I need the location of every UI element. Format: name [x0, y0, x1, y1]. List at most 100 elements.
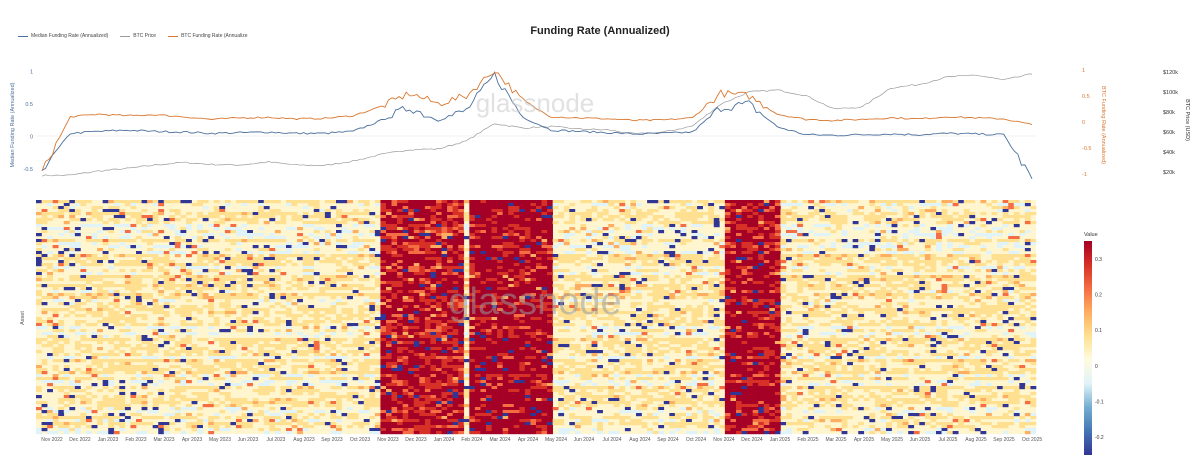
heatmap-cell: [563, 290, 570, 294]
heatmap-cell: [519, 293, 526, 297]
heatmap-cell: [152, 254, 159, 258]
heatmap-cell: [774, 209, 781, 213]
heatmap-cell: [113, 317, 120, 321]
heatmap-cell: [791, 266, 798, 270]
heatmap-cell: [308, 269, 315, 273]
heatmap-cell: [519, 272, 526, 276]
heatmap-cell: [147, 263, 153, 267]
heatmap-cell: [630, 251, 637, 255]
heatmap-cell: [424, 215, 431, 219]
heatmap-cell: [841, 215, 848, 219]
heatmap-cell: [102, 281, 109, 285]
heatmap-cell: [347, 308, 353, 312]
legend-item-btc-funding[interactable]: BTC Funding Rate (Annualize: [168, 33, 248, 39]
heatmap-cell: [647, 233, 653, 237]
heatmap-cell: [808, 311, 815, 315]
heatmap-cell: [319, 308, 326, 312]
heatmap-cell: [869, 230, 876, 234]
heatmap-cell: [847, 209, 853, 213]
heatmap-cell: [519, 317, 526, 321]
heatmap-cell: [191, 278, 198, 282]
heatmap-cell: [1008, 203, 1015, 207]
heatmap-cell: [602, 275, 609, 279]
heatmap-cell: [763, 248, 770, 252]
heatmap-cell: [747, 224, 753, 228]
heatmap-cell: [541, 278, 548, 282]
heatmap-cell: [919, 200, 926, 204]
heatmap-cell: [486, 224, 492, 228]
heatmap-cell: [986, 233, 992, 237]
legend-item-btc-price[interactable]: BTC Price: [120, 33, 156, 39]
heatmap-cell: [280, 236, 287, 240]
heatmap-cell: [602, 212, 609, 216]
heatmap-cell: [874, 293, 881, 297]
heatmap-cell: [558, 257, 565, 261]
heatmap-cell: [430, 317, 437, 321]
heatmap-cell: [1030, 317, 1037, 321]
heatmap-cell: [519, 209, 526, 213]
heatmap-cell: [580, 272, 587, 276]
heatmap-cell: [908, 218, 915, 222]
heatmap-cell: [258, 260, 265, 264]
heatmap-cell: [502, 209, 509, 213]
heatmap-cell: [791, 254, 798, 258]
heatmap-cell: [286, 254, 292, 258]
heatmap-cell: [458, 203, 465, 207]
heatmap-cell: [924, 287, 931, 291]
heatmap-cell: [369, 275, 376, 279]
heatmap-cell: [530, 269, 537, 273]
heatmap-cell: [141, 209, 148, 213]
heatmap-cell: [469, 221, 476, 225]
heatmap-cell: [441, 227, 448, 231]
heatmap-cell: [813, 305, 820, 309]
heatmap-cell: [413, 200, 420, 204]
heatmap-cell: [763, 308, 770, 312]
heatmap-cell: [730, 302, 737, 306]
heatmap-cell: [502, 227, 509, 231]
heatmap-cell: [836, 305, 842, 309]
heatmap-cell: [719, 206, 726, 210]
heatmap-cell: [747, 317, 753, 321]
heatmap-cell: [508, 305, 515, 309]
heatmap-cell: [430, 293, 437, 297]
heatmap-cell: [491, 224, 498, 228]
heatmap-cell: [886, 251, 892, 255]
heatmap-cell: [941, 278, 948, 282]
heatmap-cell: [436, 290, 442, 294]
heatmap-cell: [274, 251, 281, 255]
heatmap-cell: [491, 311, 498, 315]
heatmap-cell: [241, 284, 248, 288]
heatmap-cell: [280, 239, 287, 243]
heatmap-cell: [519, 278, 526, 282]
heatmap-cell: [608, 200, 615, 204]
heatmap-cell: [563, 296, 570, 300]
heatmap-cell: [180, 266, 187, 270]
heatmap-cell: [730, 206, 737, 210]
heatmap-cell: [174, 263, 181, 267]
heatmap-cell: [930, 257, 937, 261]
heatmap-cell: [491, 206, 498, 210]
heatmap-cell: [519, 275, 526, 279]
heatmap-cell: [430, 233, 437, 237]
heatmap-cell: [369, 212, 376, 216]
heatmap-cell: [419, 266, 426, 270]
heatmap-cell: [763, 212, 770, 216]
heatmap-cell: [269, 293, 276, 297]
heatmap-cell: [458, 230, 465, 234]
heatmap-cell: [480, 308, 487, 312]
heatmap-cell: [741, 287, 748, 291]
heatmap-cell: [597, 212, 603, 216]
heatmap-cell: [647, 254, 653, 258]
heatmap-cell: [480, 230, 487, 234]
legend-item-median[interactable]: Median Funding Rate (Annualized): [18, 33, 108, 39]
heatmap-cell: [430, 212, 437, 216]
heatmap-cell: [858, 227, 865, 231]
heatmap-cell: [674, 326, 681, 330]
heatmap-cell: [102, 212, 109, 216]
heatmap-cell: [736, 296, 742, 300]
heatmap-cell: [430, 287, 437, 291]
heatmap-cell: [874, 308, 881, 312]
heatmap-cell: [580, 245, 587, 249]
heatmap-cell: [958, 314, 965, 318]
heatmap-cell: [619, 242, 626, 246]
